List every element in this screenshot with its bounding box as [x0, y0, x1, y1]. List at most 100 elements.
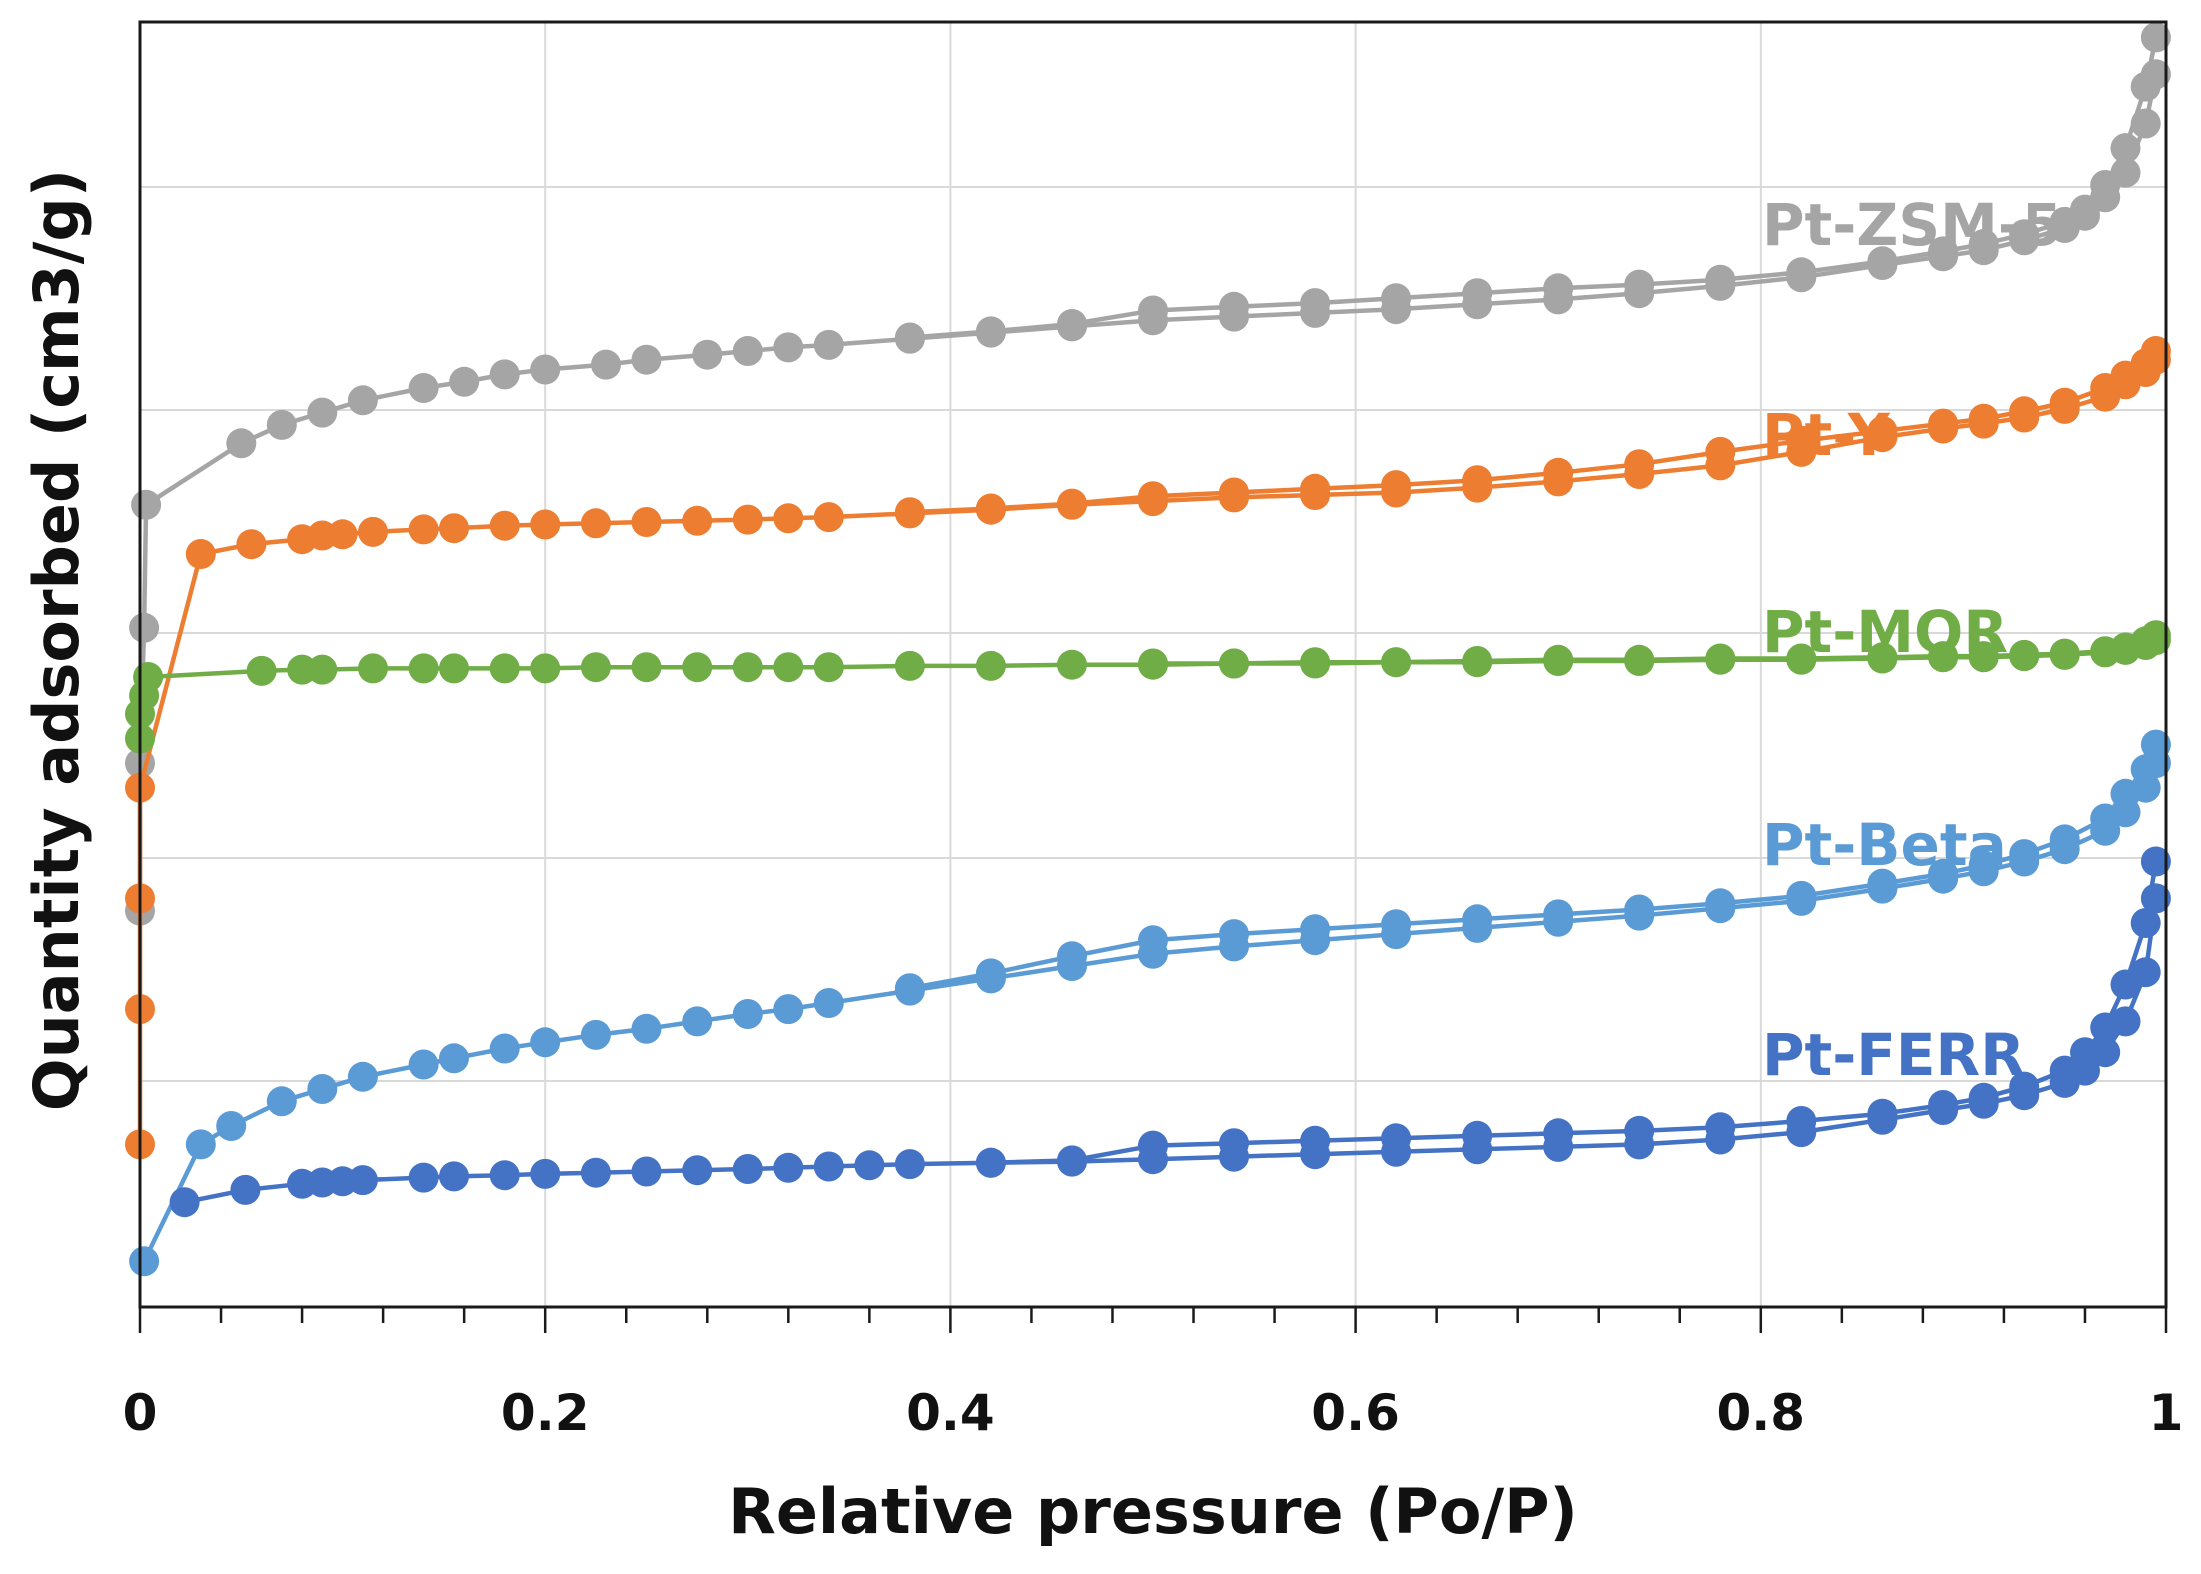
- data-point-adsorption-10: [580, 1019, 611, 1050]
- data-point-desorption-3: [2090, 1012, 2121, 1043]
- data-point-desorption-0: [2140, 22, 2171, 53]
- data-point-desorption-16: [1300, 1125, 1331, 1156]
- gridlines: [140, 22, 2166, 1307]
- data-point-adsorption-8: [327, 519, 358, 550]
- data-point-desorption-17: [1219, 1128, 1249, 1159]
- data-point-adsorption-15: [813, 988, 844, 1018]
- data-point-desorption-18: [1138, 1130, 1168, 1161]
- data-point-adsorption-4: [226, 428, 257, 459]
- data-point-desorption-11: [1705, 1112, 1736, 1143]
- data-point-adsorption-5: [236, 529, 267, 560]
- data-point-adsorption-9: [449, 366, 480, 397]
- x-tick-label-4: 0.8: [1717, 1384, 1806, 1442]
- x-axis: 0 0.2 0.4 0.6 0.8 1: [123, 1307, 2184, 1442]
- data-point-desorption-13: [1462, 465, 1493, 496]
- data-point-desorption-15: [1300, 473, 1331, 504]
- data-point-desorption-9: [1786, 880, 1817, 911]
- data-point-desorption-10: [1705, 643, 1736, 674]
- data-point-desorption-12: [1624, 269, 1655, 300]
- data-point-desorption-9: [1867, 246, 1898, 277]
- data-point-desorption-8: [1867, 868, 1898, 899]
- data-point-adsorption-16: [773, 332, 804, 363]
- data-point-desorption-3: [2090, 170, 2121, 200]
- data-point-adsorption-17: [894, 1149, 925, 1180]
- data-point-adsorption-14: [773, 1152, 804, 1183]
- data-point-adsorption-17: [813, 329, 844, 360]
- data-point-desorption-9: [1867, 1098, 1898, 1129]
- plot-frame: [138, 20, 2168, 1309]
- data-point-adsorption-1: [230, 1174, 261, 1205]
- x-tick-label-2: 0.4: [906, 1384, 995, 1442]
- data-point-adsorption-12: [580, 652, 611, 683]
- data-point-adsorption-7: [439, 1043, 469, 1074]
- data-point-desorption-9: [1786, 425, 1817, 456]
- data-point-adsorption-19: [975, 650, 1006, 681]
- data-point-adsorption-14: [773, 994, 804, 1025]
- data-point-desorption-1: [2130, 71, 2161, 102]
- data-point-adsorption-16: [682, 505, 713, 536]
- data-point-desorption-10: [1705, 436, 1736, 467]
- data-point-desorption-20: [975, 1147, 1006, 1178]
- data-point-desorption-7: [1968, 1082, 1999, 1113]
- data-point-desorption-16: [1219, 477, 1249, 508]
- data-point-adsorption-12: [591, 349, 621, 380]
- data-point-desorption-1: [2130, 908, 2161, 938]
- data-point-adsorption-9: [530, 1158, 561, 1189]
- data-point-desorption-14: [1462, 278, 1493, 309]
- data-point-desorption-10: [1705, 888, 1736, 919]
- data-point-adsorption-15: [732, 652, 763, 683]
- data-point-desorption-12: [1624, 1115, 1655, 1146]
- data-point-adsorption-2: [129, 612, 160, 643]
- x-tick-label-5: 1: [2149, 1384, 2184, 1442]
- data-point-adsorption-14: [580, 508, 611, 539]
- data-point-adsorption-10: [489, 653, 520, 684]
- data-point-desorption-3: [2090, 373, 2121, 403]
- data-point-desorption-3: [2090, 636, 2121, 667]
- data-point-desorption-0: [2140, 846, 2171, 877]
- data-point-desorption-16: [1219, 919, 1249, 950]
- data-point-adsorption-5: [266, 409, 297, 440]
- data-point-adsorption-8: [408, 373, 439, 403]
- data-point-adsorption-7: [358, 653, 388, 684]
- data-point-adsorption-2: [216, 1111, 247, 1141]
- data-point-desorption-10: [1786, 1106, 1817, 1136]
- data-point-desorption-20: [975, 316, 1006, 347]
- data-point-desorption-14: [1381, 909, 1412, 940]
- data-point-adsorption-5: [347, 1061, 378, 1092]
- data-point-desorption-20: [894, 497, 925, 528]
- series-label-pt-beta: Pt-Beta: [1762, 811, 2007, 879]
- data-point-desorption-12: [1543, 457, 1574, 488]
- data-point-adsorption-13: [732, 1154, 763, 1184]
- series-pt-zsm-5: [125, 22, 2171, 926]
- data-point-desorption-17: [1138, 925, 1168, 956]
- data-point-desorption-4: [2049, 638, 2080, 669]
- data-point-adsorption-10: [408, 514, 439, 545]
- data-point-desorption-15: [1381, 1123, 1412, 1154]
- data-point-desorption-11: [1705, 264, 1736, 295]
- series-label-pt-ferr: Pt-FERR: [1762, 1021, 2025, 1089]
- data-point-desorption-17: [1138, 481, 1168, 512]
- data-point-desorption-4: [2049, 387, 2080, 418]
- data-point-adsorption-15: [732, 336, 763, 366]
- series-pt-ferr: [169, 846, 2171, 1218]
- data-point-desorption-2: [2110, 133, 2141, 164]
- data-point-adsorption-0: [169, 1187, 200, 1218]
- data-point-adsorption-10: [580, 1157, 611, 1188]
- data-point-desorption-15: [1300, 914, 1331, 945]
- data-point-adsorption-15: [813, 1151, 844, 1182]
- data-point-desorption-4: [2049, 824, 2080, 855]
- data-point-desorption-21: [894, 322, 925, 353]
- data-point-adsorption-11: [631, 1013, 662, 1044]
- data-point-desorption-19: [1057, 309, 1087, 339]
- data-point-desorption-15: [1300, 647, 1331, 678]
- data-point-desorption-13: [1462, 904, 1493, 935]
- data-point-desorption-11: [1624, 644, 1655, 675]
- data-point-adsorption-10: [489, 359, 520, 390]
- data-point-adsorption-9: [439, 653, 469, 684]
- data-point-desorption-5: [2009, 396, 2040, 427]
- series-pt-mor: [125, 620, 2171, 754]
- data-point-adsorption-11: [530, 354, 561, 385]
- data-point-desorption-12: [1543, 644, 1574, 675]
- data-point-adsorption-16: [773, 652, 804, 683]
